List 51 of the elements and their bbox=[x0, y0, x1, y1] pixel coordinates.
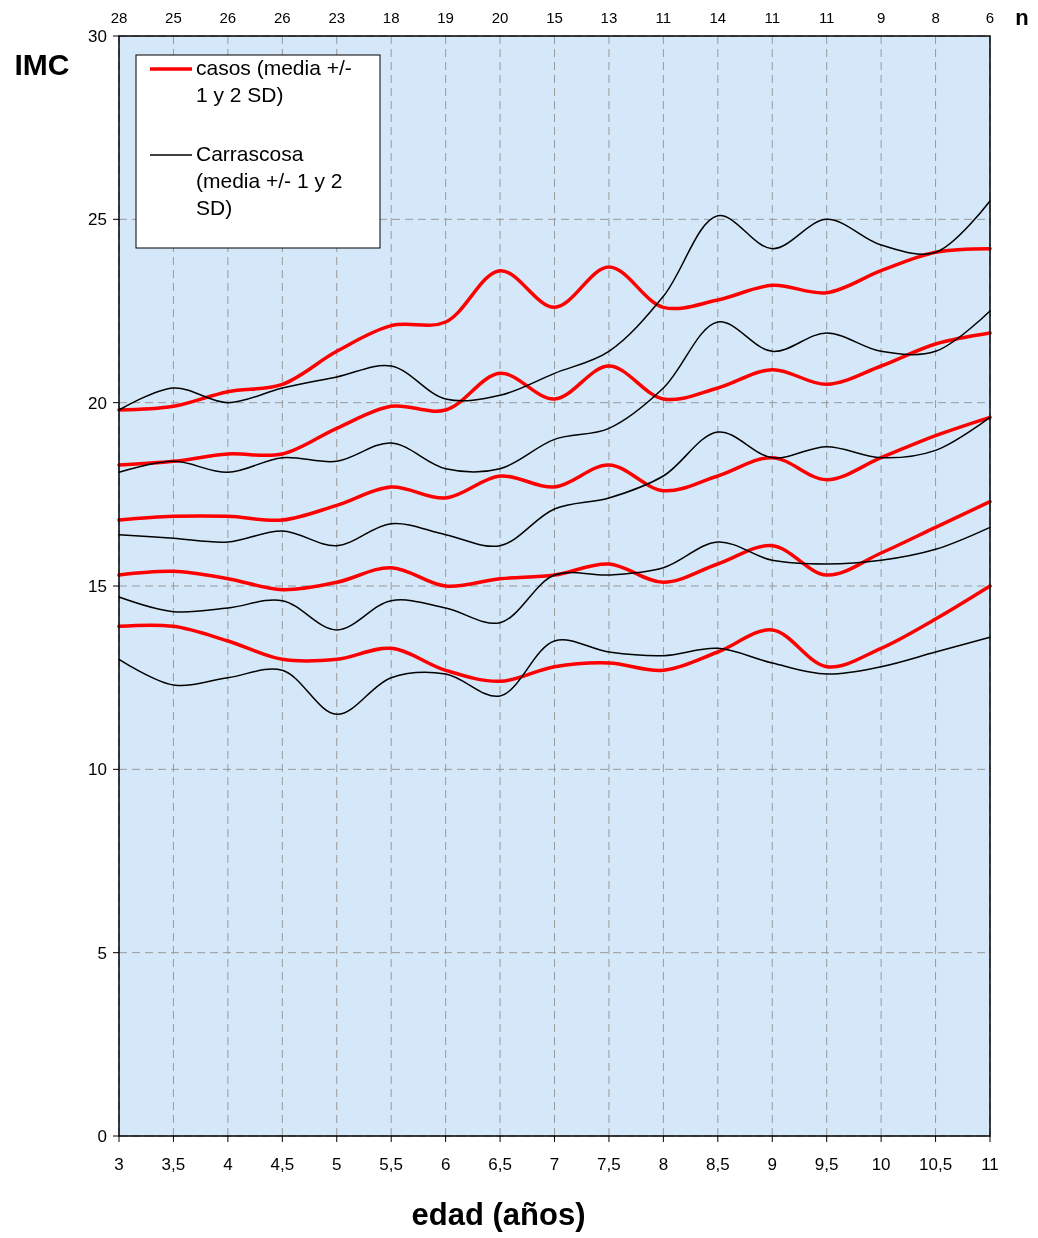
x-tick-label: 10 bbox=[871, 1155, 891, 1174]
x-tick-label: 6 bbox=[440, 1155, 451, 1174]
text: 19 bbox=[437, 9, 454, 26]
x-tick-label: 4,5 bbox=[270, 1155, 295, 1174]
x-tick-label: 9,5 bbox=[814, 1155, 839, 1174]
text: 25 bbox=[165, 9, 182, 26]
x-tick-label: 9 bbox=[767, 1155, 777, 1174]
text: 9 bbox=[876, 9, 886, 26]
x-tick-label: 7 bbox=[549, 1155, 560, 1174]
text: 26 bbox=[273, 9, 291, 26]
x-axis-title: edad (años) bbox=[411, 1197, 586, 1232]
line-series bbox=[117, 584, 992, 684]
text: 11 bbox=[764, 9, 781, 26]
x-tick-label: 5 bbox=[332, 1155, 342, 1174]
y-tick-label: 0 bbox=[97, 1126, 107, 1146]
text: 14 bbox=[709, 9, 727, 26]
y-tick-label: 10 bbox=[88, 760, 107, 780]
x-tick-label: 6,5 bbox=[488, 1155, 512, 1174]
line-series bbox=[117, 331, 992, 467]
x-tick-label: 11 bbox=[981, 1155, 999, 1174]
legend-label: casos (media +/- 1 y 2 SD) bbox=[196, 56, 352, 106]
y-tick-label: 30 bbox=[88, 26, 107, 46]
x-tick-label: 3 bbox=[114, 1155, 124, 1174]
y-tick-label: 15 bbox=[88, 576, 107, 596]
text: 15 bbox=[546, 9, 563, 26]
text: 26 bbox=[219, 9, 237, 26]
y-tick-label: 20 bbox=[88, 393, 107, 413]
line-series bbox=[117, 499, 992, 592]
legend-label: Carrascosa (media +/- 1 y 2 SD) bbox=[196, 142, 343, 219]
text: 6 bbox=[985, 9, 995, 26]
x-tick-label: 7,5 bbox=[597, 1155, 621, 1174]
text: 20 bbox=[491, 9, 509, 26]
x-tick-label: 3,5 bbox=[161, 1155, 186, 1174]
x-tick-label: 5,5 bbox=[379, 1155, 404, 1174]
text: 28 bbox=[110, 9, 128, 26]
x-tick-label: 10,5 bbox=[919, 1155, 953, 1174]
y-tick-label: 5 bbox=[97, 943, 107, 963]
line-series bbox=[117, 246, 992, 412]
text: 13 bbox=[600, 9, 618, 26]
y-tick-label: 25 bbox=[88, 210, 107, 230]
line-series bbox=[117, 415, 992, 523]
text: 11 bbox=[818, 9, 835, 26]
text: 8 bbox=[931, 9, 940, 26]
text: 18 bbox=[382, 9, 400, 26]
text: n bbox=[1015, 5, 1029, 30]
y-axis-title: IMC bbox=[14, 48, 70, 81]
text: 23 bbox=[328, 9, 346, 26]
x-tick-label: 8,5 bbox=[705, 1155, 730, 1174]
x-tick-label: 4 bbox=[223, 1155, 233, 1174]
x-tick-label: 8 bbox=[658, 1155, 669, 1174]
text: 11 bbox=[655, 9, 672, 26]
